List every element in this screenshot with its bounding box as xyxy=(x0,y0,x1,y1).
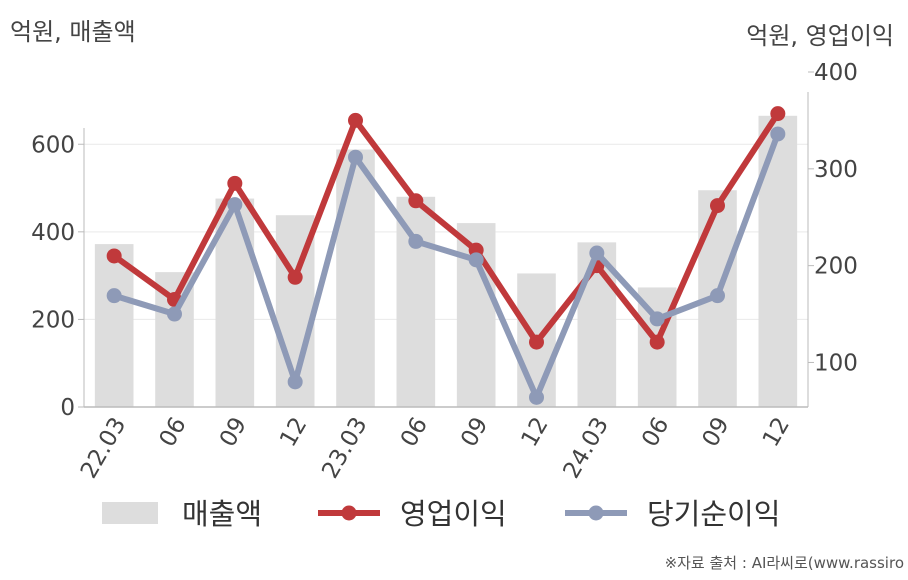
data-point xyxy=(408,193,424,209)
legend-item: 당기순이익 xyxy=(565,497,780,531)
left-axis-unit: 억원, 매출액 xyxy=(10,18,136,46)
line-series-당기순이익 xyxy=(106,126,786,405)
legend-swatch xyxy=(102,502,158,524)
x-tick-label: 23.03 xyxy=(317,413,372,483)
bar xyxy=(336,149,375,407)
data-point xyxy=(649,311,665,327)
data-point xyxy=(348,149,363,165)
right-tick-label: 100 xyxy=(814,350,858,376)
series-line xyxy=(111,110,781,346)
x-tick-label: 09 xyxy=(456,413,493,451)
legend-marker xyxy=(588,505,604,521)
x-tick-label: 06 xyxy=(396,413,433,451)
data-point xyxy=(770,126,786,142)
data-point xyxy=(287,269,303,285)
data-point xyxy=(770,106,786,122)
x-tick-label: 06 xyxy=(637,413,674,451)
source-note: ※자료 출처 : AI라씨로(www.rassiro xyxy=(664,554,904,572)
legend-label: 영업이익 xyxy=(400,497,507,531)
left-tick-label: 400 xyxy=(31,220,75,246)
legend: 매출액 영업이익 당기순이익 xyxy=(102,497,780,531)
x-tick-label: 09 xyxy=(698,413,735,451)
data-point xyxy=(468,252,484,268)
x-tick-label: 12 xyxy=(758,413,795,451)
gridlines xyxy=(84,143,808,320)
left-tick-label: 600 xyxy=(31,132,75,158)
right-tick-label: 400 xyxy=(814,60,858,86)
data-point xyxy=(529,334,544,350)
left-tick-label: 200 xyxy=(31,307,75,333)
bar-series xyxy=(94,115,798,408)
axes xyxy=(78,71,814,408)
data-point xyxy=(227,197,243,213)
bar xyxy=(758,115,798,408)
line-series-영업이익 xyxy=(106,106,786,350)
data-point xyxy=(348,112,363,128)
data-point xyxy=(167,306,182,322)
bar xyxy=(94,244,134,407)
x-tick-label: 09 xyxy=(215,413,252,451)
right-tick-label: 300 xyxy=(814,157,858,183)
legend-label: 매출액 xyxy=(182,497,262,531)
data-point xyxy=(408,233,424,249)
data-point xyxy=(106,248,122,264)
data-point xyxy=(710,288,725,304)
right-axis-unit: 억원, 영업이익 xyxy=(746,22,894,50)
data-point xyxy=(287,374,303,390)
left-tick-label: 0 xyxy=(60,395,75,421)
x-tick-label: 24.03 xyxy=(559,413,614,483)
bar xyxy=(396,196,436,407)
x-tick-label: 22.03 xyxy=(76,413,131,483)
data-point xyxy=(106,288,122,304)
data-point xyxy=(227,175,243,191)
right-tick-label: 200 xyxy=(814,254,858,280)
x-tick-label: 06 xyxy=(155,413,192,451)
data-point xyxy=(589,245,605,261)
legend-marker xyxy=(341,505,357,521)
x-tick-label: 12 xyxy=(275,413,312,451)
data-point xyxy=(710,198,725,214)
x-tick-label: 12 xyxy=(517,413,554,451)
series-line xyxy=(111,130,781,401)
line-series xyxy=(106,106,786,405)
data-point xyxy=(649,334,665,350)
legend-item: 영업이익 xyxy=(318,497,507,531)
data-point xyxy=(529,389,544,405)
legend-label: 당기순이익 xyxy=(647,497,780,531)
legend-item: 매출액 xyxy=(102,497,262,531)
